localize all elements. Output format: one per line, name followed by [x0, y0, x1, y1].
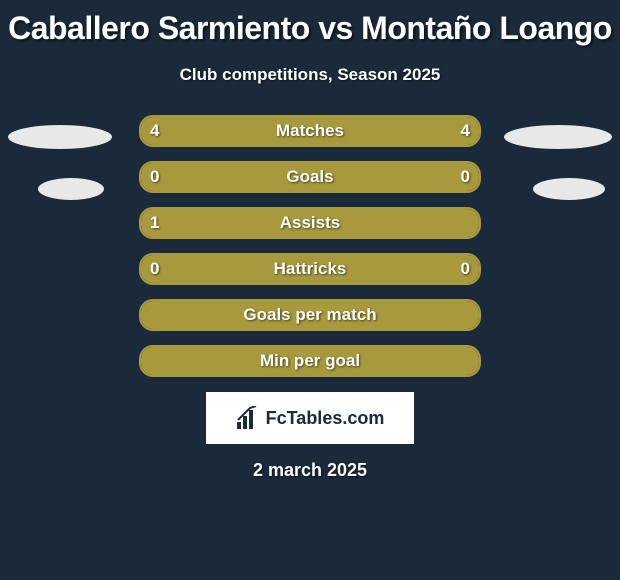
stat-row: Goals per match [0, 299, 620, 331]
date-text: 2 march 2025 [0, 460, 620, 481]
stat-bar [139, 345, 481, 377]
stat-bar-fill [141, 301, 479, 329]
stat-bar [139, 161, 481, 193]
stat-bar-fill [141, 255, 479, 283]
stat-bar-fill [141, 163, 479, 191]
stat-bar [139, 207, 481, 239]
stat-bar-fill [141, 347, 479, 375]
fctables-logo-icon [236, 406, 260, 430]
stat-row: Min per goal [0, 345, 620, 377]
stat-bar [139, 299, 481, 331]
page-title: Caballero Sarmiento vs Montaño Loango [0, 0, 620, 47]
stat-bar [139, 115, 481, 147]
stat-bar-fill [141, 117, 479, 145]
stat-row: 0 Hattricks 0 [0, 253, 620, 285]
branding-text: FcTables.com [266, 408, 385, 429]
stats-container: 4 Matches 4 0 Goals 0 1 Assists 0 Hattri… [0, 115, 620, 377]
stat-row: 1 Assists [0, 207, 620, 239]
subtitle: Club competitions, Season 2025 [0, 65, 620, 85]
stat-bar [139, 253, 481, 285]
branding-box[interactable]: FcTables.com [206, 392, 414, 444]
stat-row: 4 Matches 4 [0, 115, 620, 147]
stat-row: 0 Goals 0 [0, 161, 620, 193]
stat-bar-fill [141, 209, 479, 237]
